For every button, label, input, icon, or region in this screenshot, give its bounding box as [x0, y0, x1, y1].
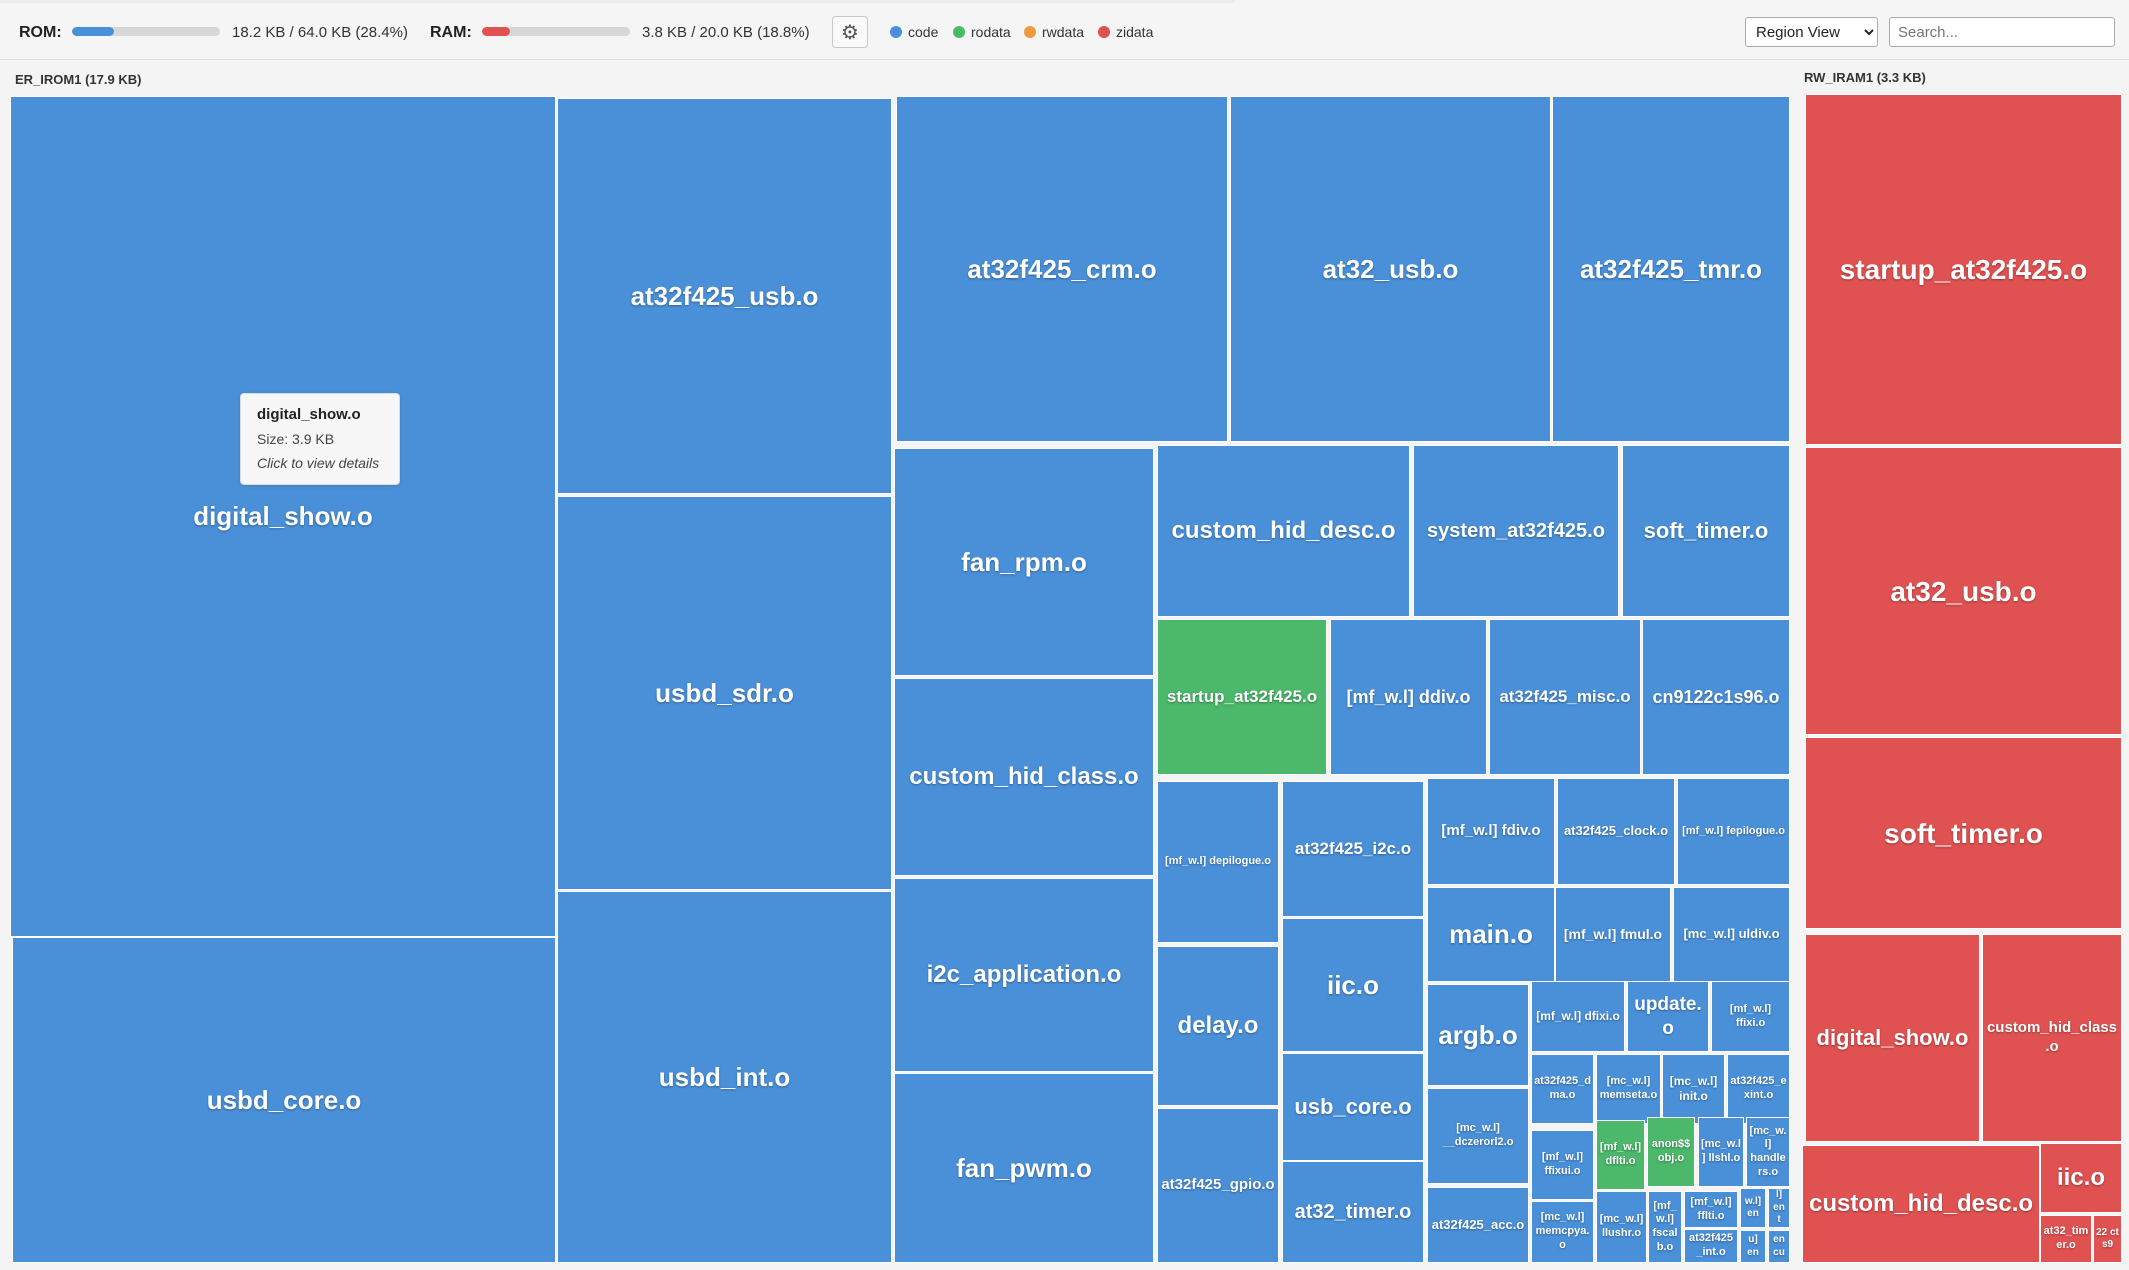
ram-label: RAM: [430, 24, 472, 41]
zidata-color-dot [1098, 26, 1110, 38]
rom-tile[interactable]: custom_hid_desc.o [1157, 445, 1410, 617]
rom-tile[interactable]: update.o [1627, 981, 1709, 1052]
legend-rodata: rodata [953, 24, 1011, 40]
rom-tile[interactable]: [mf_w.l] fmul.o [1555, 887, 1671, 982]
rom-tile[interactable]: argb.o [1427, 984, 1529, 1086]
tooltip-size: Size: 3.9 KB [257, 431, 335, 447]
rom-usage-text: 18.2 KB / 64.0 KB (28.4%) [232, 24, 408, 41]
legend-rodata-label: rodata [971, 24, 1011, 40]
rom-tile[interactable]: at32f425_clock.o [1557, 778, 1675, 885]
rom-tile[interactable]: [mf_w.l] fflti.o [1684, 1191, 1738, 1228]
rom-tile[interactable]: [mf_w.l] ffixui.o [1531, 1130, 1594, 1200]
tooltip: digital_show.o Size: 3.9 KB Click to vie… [240, 393, 400, 485]
rom-tile[interactable]: at32_timer.o [1282, 1161, 1424, 1263]
rom-tile[interactable]: usbd_sdr.o [557, 496, 892, 890]
rom-region-label: ER_IROM1 (17.9 KB) [15, 72, 142, 87]
rom-tile[interactable]: at32f425_tmr.o [1552, 96, 1790, 442]
rom-tile[interactable]: i2c_application.o [894, 878, 1154, 1072]
tooltip-hint: Click to view details [257, 455, 380, 471]
ram-tile[interactable]: at32_usb.o [1805, 447, 2122, 735]
rom-tile[interactable]: [mf_w.l] ffixi.o [1711, 981, 1790, 1052]
rom-tile[interactable]: u] en [1740, 1230, 1766, 1263]
rom-tile[interactable]: at32f425_int.o [1684, 1229, 1738, 1263]
toolbar: ROM: 18.2 KB / 64.0 KB (28.4%) RAM: 3.8 … [0, 0, 2129, 60]
rom-tile[interactable]: usbd_int.o [557, 891, 892, 1263]
rom-usage-fill [72, 27, 115, 36]
legend-code: code [890, 24, 938, 40]
rom-tile[interactable]: at32f425_dma.o [1531, 1054, 1594, 1124]
ram-tile[interactable]: soft_timer.o [1805, 737, 2122, 929]
rom-tile[interactable]: anon$$obj.o [1647, 1117, 1695, 1187]
rom-tile[interactable]: [mf_w.l] dfixi.o [1531, 981, 1625, 1052]
rom-tile[interactable]: [mf_w.l] ddiv.o [1330, 619, 1487, 775]
ram-tile[interactable]: custom_hid_class.o [1982, 934, 2122, 1142]
rom-label: ROM: [19, 24, 62, 41]
rom-tile[interactable]: usbd_core.o [12, 937, 556, 1263]
legend-zidata-label: zidata [1116, 24, 1154, 40]
rom-tile[interactable]: at32_usb.o [1230, 96, 1551, 442]
legend-rwdata-label: rwdata [1042, 24, 1085, 40]
rom-tile[interactable]: custom_hid_class.o [894, 678, 1154, 876]
rom-tile[interactable]: [mc_w.l] uldiv.o [1673, 887, 1790, 982]
ram-usage-text: 3.8 KB / 20.0 KB (18.8%) [642, 24, 810, 41]
legend-rwdata: rwdata [1024, 24, 1084, 40]
rom-tile[interactable]: en cu [1768, 1230, 1790, 1263]
rom-tile[interactable]: main.o [1427, 887, 1555, 982]
ram-tile[interactable]: at32_timer.o [2040, 1215, 2092, 1263]
rom-tile[interactable]: at32f425_gpio.o [1157, 1108, 1279, 1263]
search-input[interactable] [1889, 17, 2115, 47]
ram-usage-bar [482, 27, 630, 36]
rom-tile[interactable]: at32f425_crm.o [896, 96, 1228, 442]
rom-tile[interactable]: w.l] en [1740, 1188, 1766, 1228]
rom-tile[interactable]: [mc_w.l] memcpya.o [1531, 1201, 1594, 1263]
ram-tile[interactable]: 22 ct s9 [2093, 1215, 2122, 1263]
rom-tile[interactable]: digital_show.o [10, 96, 556, 937]
rom-tile[interactable]: [mc_w.l] llshl.o [1698, 1117, 1744, 1187]
rom-tile[interactable]: at32f425_exint.o [1727, 1054, 1790, 1124]
ram-region-label: RW_IRAM1 (3.3 KB) [1804, 70, 1926, 85]
rom-tile[interactable]: [mc_w.l] init.o [1662, 1054, 1725, 1124]
settings-button[interactable]: ⚙ [832, 16, 868, 48]
rom-tile[interactable]: [mf_w.l] fscalb.o [1648, 1191, 1682, 1263]
rodata-color-dot [953, 26, 965, 38]
rom-tile[interactable]: at32f425_usb.o [557, 98, 892, 494]
rom-tile[interactable]: iic.o [1282, 918, 1424, 1052]
gear-icon: ⚙ [841, 21, 859, 44]
rom-tile[interactable]: at32f425_misc.o [1489, 619, 1641, 775]
rom-tile[interactable]: at32f425_acc.o [1427, 1187, 1529, 1263]
rom-tile[interactable]: soft_timer.o [1622, 445, 1790, 617]
rom-tile[interactable]: [mf_w.l] fdiv.o [1427, 778, 1555, 885]
rom-tile[interactable]: [mc_w.l] memseta.o [1596, 1054, 1661, 1124]
rom-tile[interactable]: fan_rpm.o [894, 448, 1154, 676]
rom-tile[interactable]: at32f425_i2c.o [1282, 781, 1424, 917]
rom-tile[interactable]: cn9122c1s96.o [1642, 619, 1790, 775]
tooltip-title: digital_show.o [257, 406, 361, 423]
legend-zidata: zidata [1098, 24, 1153, 40]
rom-tile[interactable]: [mf_w.l] fepilogue.o [1677, 778, 1790, 885]
rom-tile[interactable]: [mc_w.l] __dczerorl2.o [1427, 1088, 1529, 1184]
rom-tile[interactable]: delay.o [1157, 946, 1279, 1106]
rom-tile[interactable]: fan_pwm.o [894, 1073, 1154, 1263]
ram-tile[interactable]: iic.o [2040, 1143, 2122, 1213]
ram-tile[interactable]: startup_at32f425.o [1805, 94, 2122, 445]
rom-tile[interactable]: startup_at32f425.o [1157, 619, 1327, 775]
ram-tile[interactable]: digital_show.o [1805, 934, 1980, 1142]
code-color-dot [890, 26, 902, 38]
ram-usage-fill [482, 27, 510, 36]
rom-tile[interactable]: [mf_w.l] depilogue.o [1157, 781, 1279, 943]
rwdata-color-dot [1024, 26, 1036, 38]
rom-tile[interactable]: l] en t [1768, 1188, 1790, 1228]
view-mode-select[interactable]: Region View [1745, 17, 1878, 47]
rom-tile[interactable]: [mc_w.l] handlers.o [1746, 1117, 1790, 1187]
rom-tile[interactable]: [mc_w.l] llushr.o [1596, 1191, 1647, 1263]
rom-usage-bar [72, 27, 220, 36]
ram-tile[interactable]: custom_hid_desc.o [1802, 1145, 2040, 1263]
rom-tile[interactable]: system_at32f425.o [1413, 445, 1619, 617]
legend-code-label: code [908, 24, 939, 40]
rom-tile[interactable]: [mf_w.l] dflti.o [1596, 1120, 1645, 1190]
toolbar-top-line [0, 0, 1235, 3]
rom-tile[interactable]: usb_core.o [1282, 1053, 1424, 1161]
